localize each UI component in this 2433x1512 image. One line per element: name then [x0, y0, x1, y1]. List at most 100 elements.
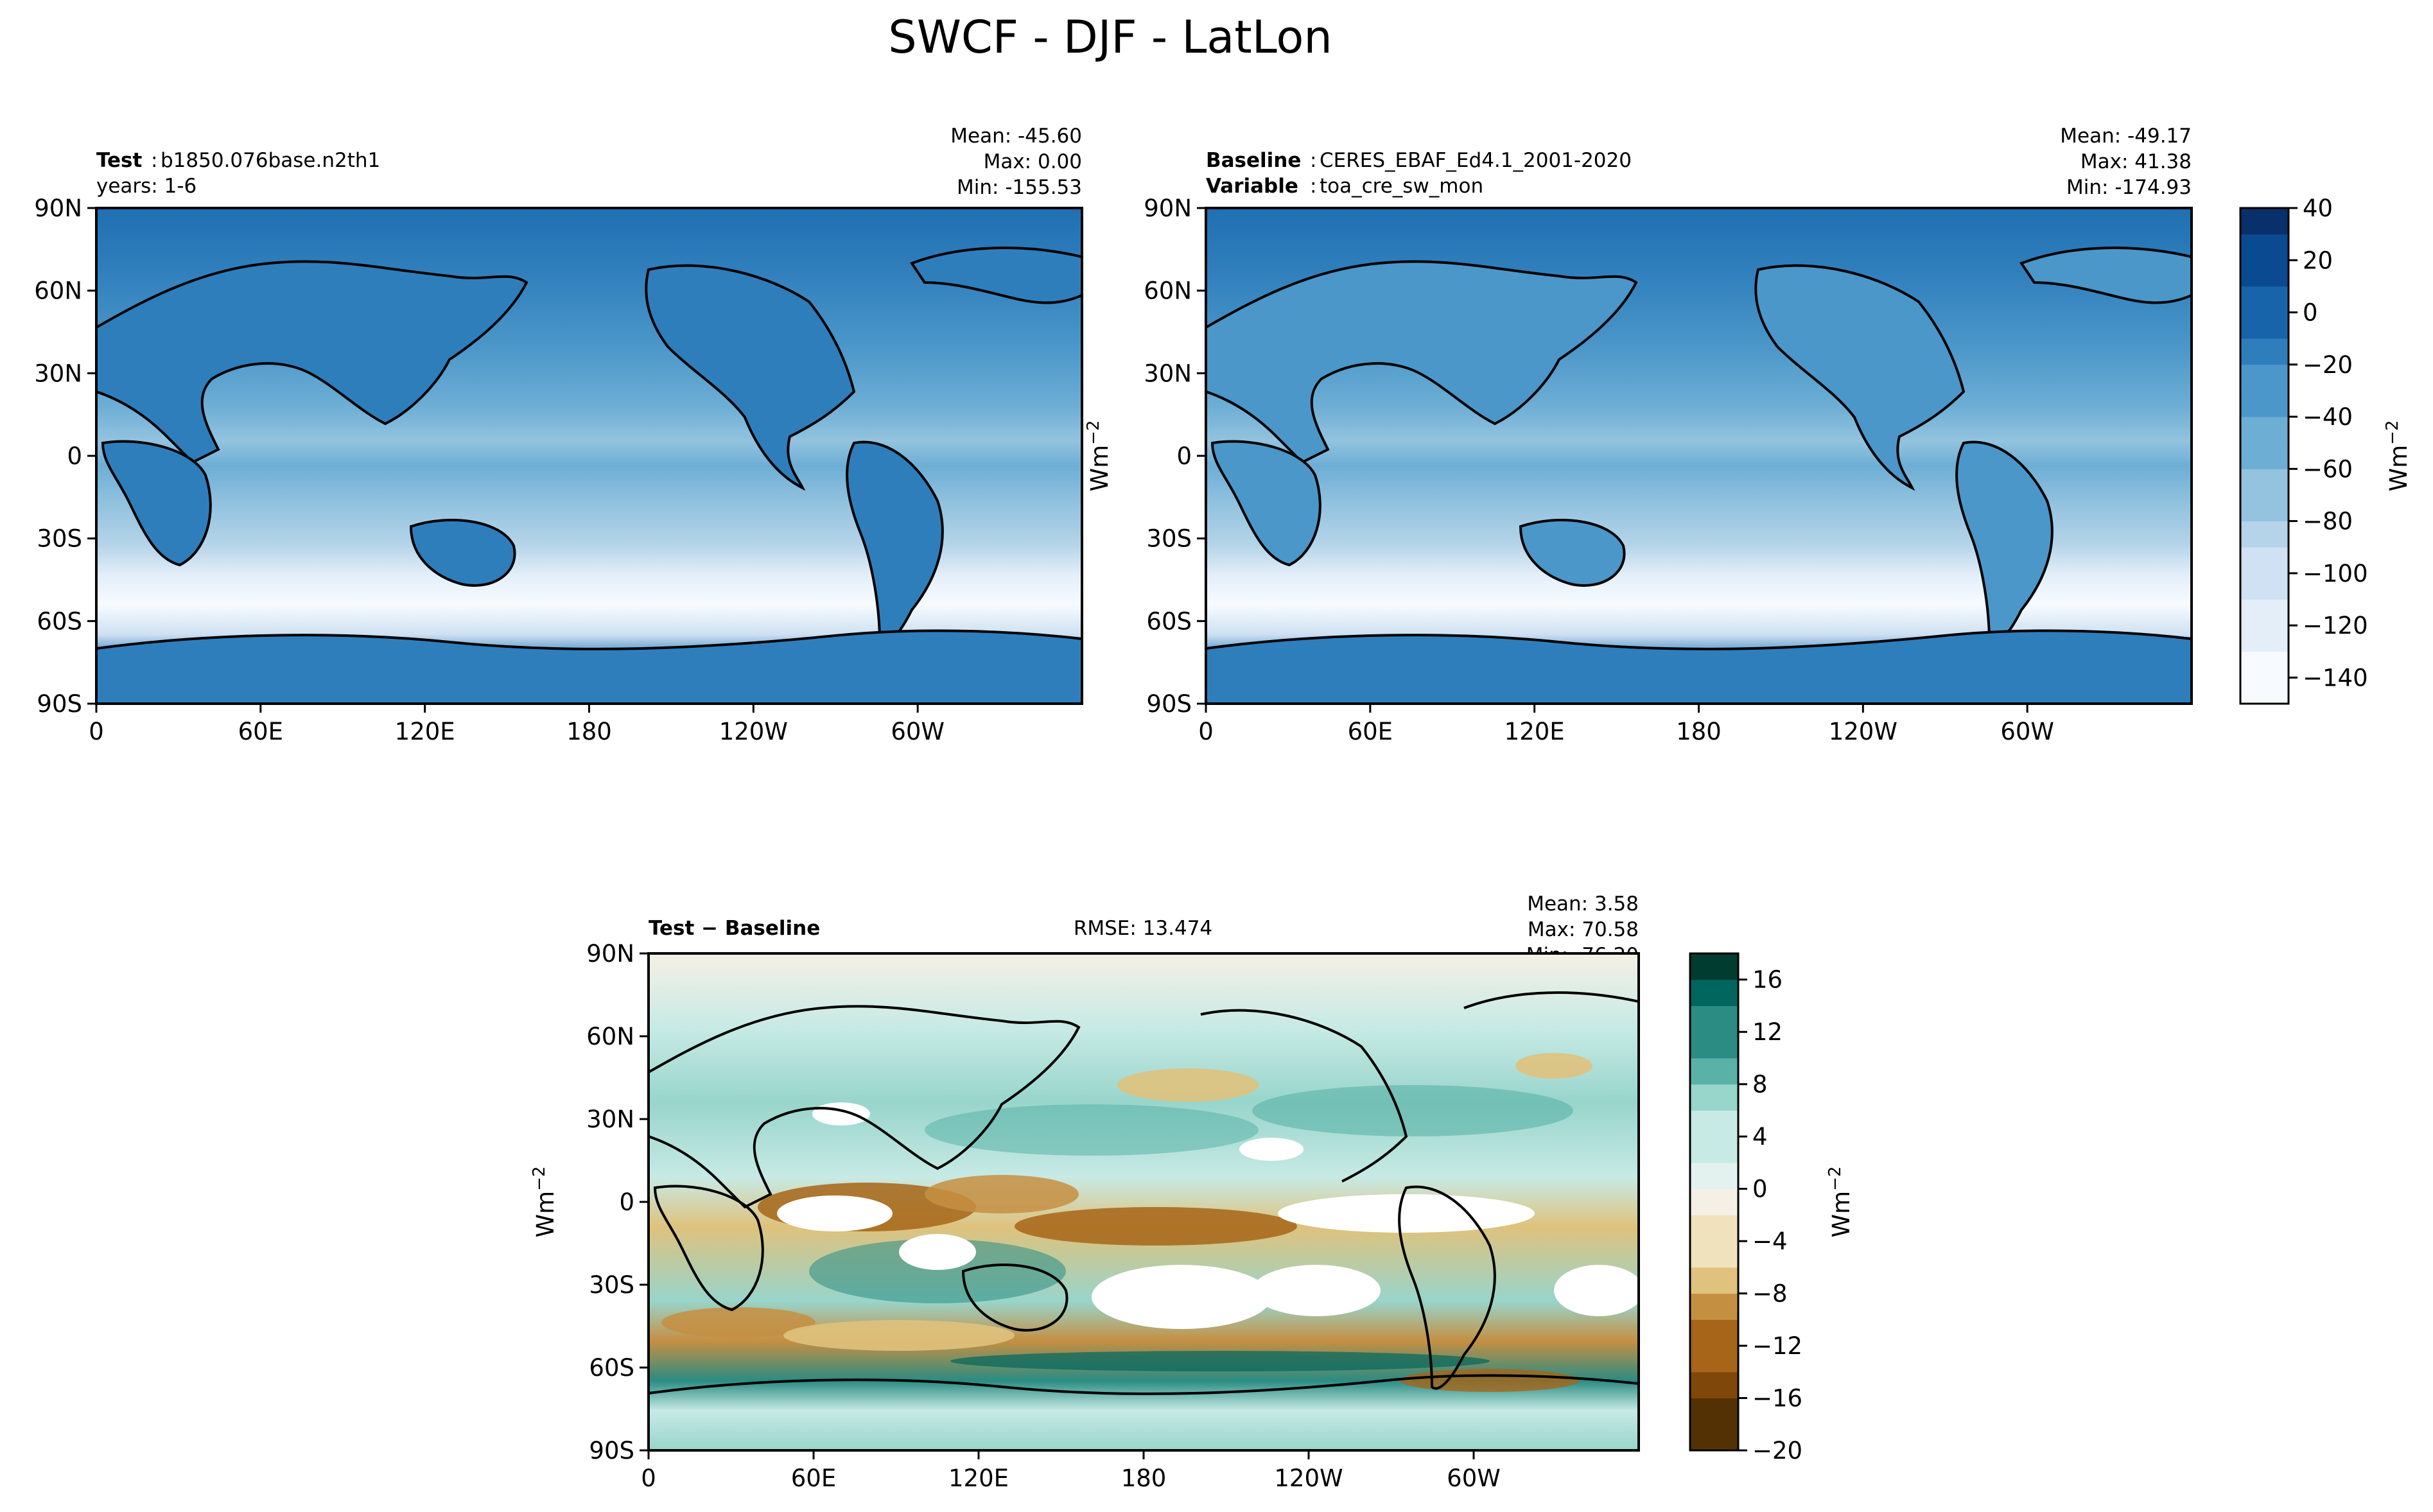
diff-colorbar: 16 12 8 4 0 −4 −8 −12 −16 −20 Wm−2	[1689, 952, 1855, 1464]
diff-colorbar-cell	[1690, 1162, 1738, 1190]
test-y-ticks: 90N 60N 30N 0 30S 60S 90S	[34, 195, 96, 718]
diff-y-tick-label: 90N	[586, 940, 634, 968]
top-colorbar-cell	[2240, 547, 2289, 574]
top-colorbar-tick-label: −20	[2303, 351, 2353, 379]
top-colorbar-cell	[2240, 442, 2289, 469]
baseline-x-tick-label: 120W	[1829, 718, 1897, 745]
baseline-y-tick-label: 30N	[1144, 360, 1192, 387]
diff-colorbar-cells	[1690, 953, 1738, 1451]
test-panel: Test : b1850.076base.n2th1 years: 1-6 Me…	[34, 125, 1083, 745]
svg-text:Wm−2: Wm−2	[1084, 421, 1113, 492]
baseline-y-tick-label: 30S	[1146, 525, 1192, 553]
baseline-label-sep: :	[1310, 149, 1316, 172]
diff-colorbar-cell	[1690, 953, 1738, 980]
test-years: years: 1-6	[96, 175, 196, 198]
baseline-mean: Mean: -49.17	[2060, 125, 2192, 148]
diff-x-tick-label: 60W	[1447, 1464, 1501, 1492]
top-colorbar-tick-label: −120	[2303, 612, 2368, 639]
baseline-max: Max: 41.38	[2080, 150, 2192, 173]
svg-text:Wm−2: Wm−2	[1826, 1167, 1855, 1238]
test-x-tick-label: 60E	[238, 718, 283, 745]
diff-colorbar-tick-label: −4	[1752, 1228, 1788, 1255]
top-colorbar-ticks: 40 20 0 −20 −40 −60 −80 −100 −120 −140	[2289, 195, 2368, 691]
diff-colorbar-tick-label: 8	[1752, 1071, 1768, 1099]
diff-colorbar-cell	[1690, 1215, 1738, 1242]
top-colorbar-cell	[2240, 312, 2289, 339]
baseline-variable-sep: :	[1310, 175, 1316, 198]
diff-colorbar-tick-label: −20	[1752, 1437, 1802, 1464]
test-label-text: b1850.076base.n2th1	[161, 149, 380, 172]
diff-x-tick-label: 120W	[1274, 1464, 1343, 1492]
svg-text:Wm−2: Wm−2	[530, 1167, 559, 1238]
diff-y-tick-label: 90S	[589, 1437, 634, 1464]
svg-text:Wm−2: Wm−2	[2383, 421, 2412, 492]
diff-colorbar-cell	[1690, 1424, 1738, 1451]
top-colorbar-tick-label: −140	[2303, 664, 2368, 691]
diff-colorbar-cell	[1690, 1005, 1738, 1032]
top-colorbar-cell	[2240, 677, 2289, 704]
top-colorbar-cell	[2240, 417, 2289, 444]
baseline-y-tick-label: 0	[1176, 442, 1192, 470]
baseline-y-tick-label: 60S	[1146, 607, 1192, 635]
baseline-panel: Baseline : CERES_EBAF_Ed4.1_2001-2020 Va…	[1084, 125, 2193, 745]
top-colorbar-tick-label: 40	[2303, 195, 2333, 222]
top-colorbar: 40 20 0 −20 −40 −60 −80 −100 −120 −140 Wm−2	[2239, 195, 2412, 705]
test-y-tick-label: 90S	[37, 690, 82, 718]
diff-panel: Test − Baseline RMSE: 13.474 Mean: 3.58 …	[530, 892, 1640, 1492]
test-y-tick-label: 60N	[34, 277, 82, 305]
top-colorbar-cell	[2240, 234, 2289, 261]
top-colorbar-cell	[2240, 494, 2289, 522]
top-colorbar-cell	[2240, 521, 2289, 548]
top-colorbar-label: Wm−2	[2383, 421, 2412, 492]
baseline-y-tick-label: 90S	[1146, 690, 1192, 718]
baseline-label-bold: Baseline	[1206, 149, 1301, 172]
diff-colorbar-tick-label: 0	[1752, 1176, 1768, 1203]
diff-x-tick-label: 60E	[791, 1464, 836, 1492]
baseline-x-tick-label: 0	[1198, 718, 1214, 745]
test-x-tick-label: 0	[89, 718, 104, 745]
diff-map-field	[649, 953, 1639, 1450]
diff-colorbar-cell	[1690, 1319, 1738, 1346]
test-y-tick-label: 0	[67, 442, 82, 470]
diff-colorbar-cell	[1690, 1136, 1738, 1163]
test-label-sep: :	[151, 149, 157, 172]
diff-y-tick-label: 30S	[589, 1271, 634, 1299]
baseline-x-tick-label: 180	[1676, 718, 1722, 745]
top-colorbar-cell	[2240, 625, 2289, 652]
diff-colorbar-cell	[1690, 1398, 1738, 1425]
test-x-tick-label: 120E	[395, 718, 455, 745]
top-colorbar-cell	[2240, 390, 2289, 417]
top-colorbar-cell	[2240, 469, 2289, 496]
test-min: Min: -155.53	[957, 176, 1082, 199]
baseline-y-tick-label: 90N	[1144, 195, 1192, 222]
diff-colorbar-cell	[1690, 1346, 1738, 1373]
diff-colorbar-cell	[1690, 1371, 1738, 1399]
diff-colorbar-cell	[1690, 1241, 1738, 1268]
diff-colorbar-frame	[1689, 952, 1740, 1452]
top-colorbar-frame	[2239, 207, 2290, 705]
baseline-x-ticks: 0 60E 120E 180 120W 60W	[1198, 704, 2054, 745]
top-colorbar-cell	[2240, 338, 2289, 365]
diff-colorbar-cell	[1690, 1188, 1738, 1215]
diff-y-tick-label: 30N	[586, 1106, 634, 1133]
diff-y-tick-label: 0	[619, 1188, 634, 1216]
diff-x-tick-label: 180	[1121, 1464, 1167, 1492]
test-mean: Mean: -45.60	[950, 125, 1082, 148]
diff-colorbar-cell	[1690, 1110, 1738, 1137]
diff-mean: Mean: 3.58	[1527, 892, 1639, 916]
diff-colorbar-cell	[1690, 979, 1738, 1006]
diff-colorbar-cell	[1690, 1267, 1738, 1294]
test-y-tick-label: 90N	[34, 195, 82, 222]
test-x-tick-label: 60W	[891, 718, 945, 745]
top-colorbar-cell	[2240, 651, 2289, 678]
diff-colorbar-cell	[1690, 1032, 1738, 1059]
top-colorbar-tick-label: −60	[2303, 455, 2353, 483]
diff-colorbar-tick-label: −16	[1752, 1385, 1802, 1412]
baseline-unit-label: Wm−2	[1084, 421, 1113, 492]
diff-label: Test − Baseline	[649, 917, 820, 940]
diff-max: Max: 70.58	[1528, 918, 1639, 941]
top-colorbar-cell	[2240, 599, 2289, 626]
baseline-y-tick-label: 60N	[1144, 277, 1192, 305]
diff-colorbar-cell	[1690, 1057, 1738, 1085]
test-land	[96, 247, 1082, 704]
